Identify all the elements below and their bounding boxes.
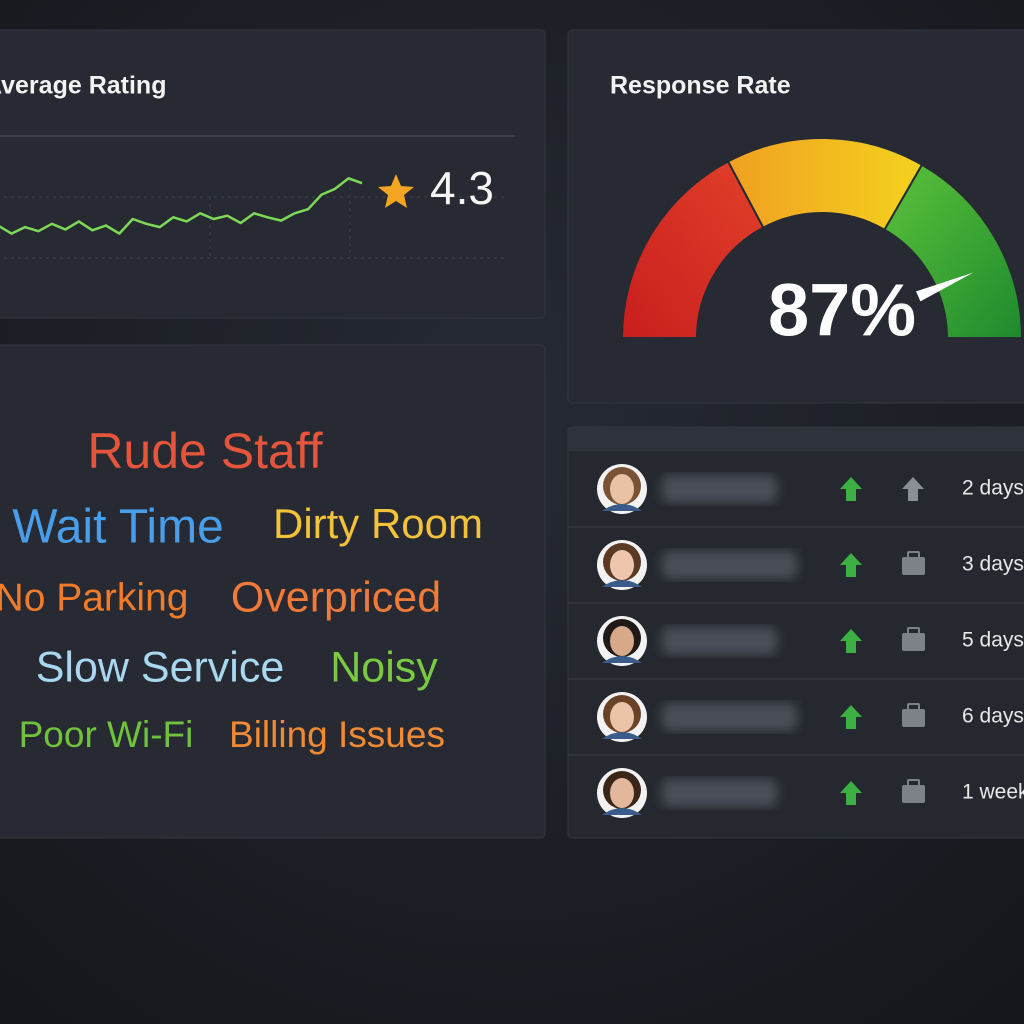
briefcase-handle (907, 551, 920, 559)
rating-panel (0, 29, 546, 319)
briefcase-handle (907, 627, 920, 635)
gauge-segment (883, 163, 1024, 339)
briefcase-icon (902, 633, 925, 651)
blurred-name (662, 703, 797, 731)
rating-group: Average Rating 4.3 (0, 72, 515, 259)
review-time: 2 days (962, 477, 1024, 500)
blurred-name (662, 475, 777, 503)
up-arrow-icon (840, 705, 862, 729)
rating-value: 4.3 (430, 162, 494, 214)
issue-word: Noisy (330, 643, 438, 691)
panel-title: Average Rating (0, 72, 166, 100)
briefcase-icon (902, 785, 925, 803)
review-time: 6 days (962, 705, 1024, 728)
avatar-face (610, 702, 634, 732)
avatar-body (602, 732, 642, 739)
avatar-face (610, 474, 634, 504)
word-cloud: Rude Staff Wait Time Dirty Room No Parking O… (0, 423, 483, 755)
issue-word: Dirty Room (273, 500, 483, 547)
blurred-name (662, 551, 797, 579)
issue-word: Rude Staff (87, 423, 322, 479)
briefcase-handle (907, 703, 920, 711)
panel-title: Response Rate (610, 72, 791, 100)
briefcase-icon (902, 709, 925, 727)
up-arrow-icon (840, 477, 862, 501)
issue-word: Wait Time (12, 501, 224, 554)
avatar-body (602, 808, 642, 815)
issue-word: Slow Service (36, 643, 285, 691)
avatar-face (610, 626, 634, 656)
avatar-face (610, 778, 634, 808)
avatar-body (602, 504, 642, 511)
star-icon (378, 174, 414, 208)
up-arrow-icon (840, 629, 862, 653)
gauge-value: 87% (768, 269, 916, 352)
review-time: 5 days (962, 629, 1024, 652)
up-arrow-icon (840, 553, 862, 577)
avatar-body (602, 580, 642, 587)
issue-word: Poor Wi-Fi (19, 714, 194, 755)
avatar-face (610, 550, 634, 580)
issue-word: Billing Issues (229, 714, 445, 755)
gauge-group: Response Rate 87% (610, 72, 1024, 352)
arrow-icon (902, 477, 924, 501)
gauge-needle (916, 272, 974, 302)
briefcase-icon (902, 557, 925, 575)
briefcase-handle (907, 779, 920, 787)
avatar-body (602, 656, 642, 663)
issue-word: No Parking (0, 576, 188, 619)
blurred-name (662, 627, 777, 655)
review-time: 1 week (962, 781, 1024, 804)
up-arrow-icon (840, 781, 862, 805)
reviews-header (568, 427, 1024, 451)
review-list: 2 days 3 days 5 days 6 days 1 week (568, 464, 1024, 818)
review-time: 3 days (962, 553, 1024, 576)
issue-word: Overpriced (231, 573, 441, 621)
issues-panel (0, 344, 546, 839)
blurred-name (662, 779, 777, 807)
trend-line (0, 177, 363, 235)
